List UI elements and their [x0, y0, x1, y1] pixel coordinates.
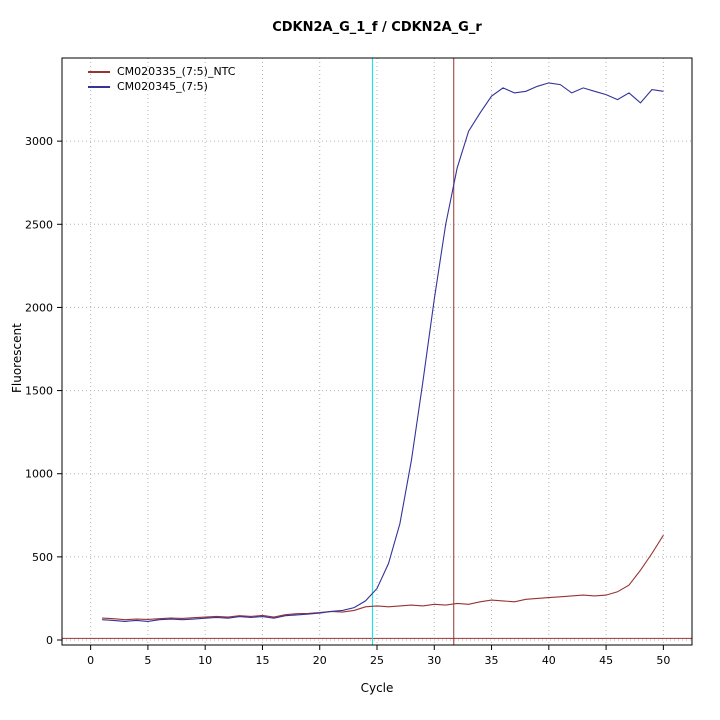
- x-tick-label: 45: [599, 654, 613, 667]
- x-tick-label: 15: [255, 654, 269, 667]
- y-tick-label: 1500: [25, 385, 53, 398]
- x-tick-label: 0: [87, 654, 94, 667]
- x-tick-label: 50: [656, 654, 670, 667]
- series-sample-label: CM020345_(7:5): [117, 80, 208, 93]
- series-ntc-line-swatch: [88, 70, 110, 73]
- series-line-1: [102, 82, 664, 622]
- y-tick-label: 500: [32, 551, 53, 564]
- x-tick-label: 10: [198, 654, 212, 667]
- x-tick-label: 5: [144, 654, 151, 667]
- series-sample-line-swatch: [88, 85, 110, 88]
- x-tick-label: 40: [542, 654, 556, 667]
- y-tick-label: 3000: [25, 135, 53, 148]
- y-tick-label: 2500: [25, 218, 53, 231]
- series-line-0: [102, 534, 664, 621]
- legend-item-ntc: CM020335_(7:5)_NTC: [88, 64, 235, 79]
- legend: CM020335_(7:5)_NTC CM020345_(7:5): [88, 64, 235, 94]
- x-tick-label: 30: [427, 654, 441, 667]
- series-ntc-label: CM020335_(7:5)_NTC: [117, 65, 236, 78]
- y-tick-label: 2000: [25, 301, 53, 314]
- x-tick-label: 35: [485, 654, 499, 667]
- x-axis-label: Cycle: [360, 681, 394, 695]
- y-tick-label: 1000: [25, 468, 53, 481]
- y-tick-label: 0: [46, 634, 53, 647]
- chart-title: CDKN2A_G_1_f / CDKN2A_G_r: [272, 20, 482, 35]
- x-tick-label: 20: [313, 654, 327, 667]
- legend-item-sample: CM020345_(7:5): [88, 79, 235, 94]
- y-axis-label: Fluorescent: [10, 323, 24, 393]
- x-tick-label: 25: [370, 654, 384, 667]
